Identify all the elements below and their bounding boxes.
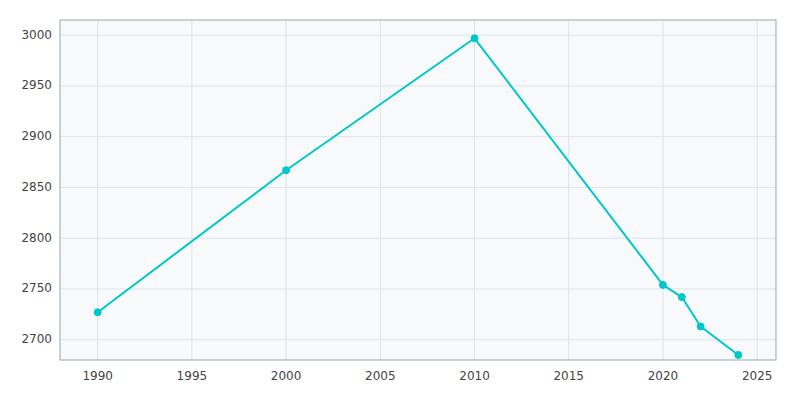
y-grid-line (60, 136, 776, 137)
grid (60, 20, 776, 360)
y-grid-line (60, 339, 776, 340)
y-tick-label: 2800 (21, 231, 52, 245)
x-tick-label: 2015 (553, 369, 584, 383)
point (94, 309, 101, 316)
point (735, 351, 742, 358)
x-grid-line (662, 20, 663, 360)
y-tick-label: 2850 (21, 180, 52, 194)
point (659, 281, 666, 288)
page: {"chart_data": {"type": "line", "x": [19… (0, 0, 800, 400)
y-tick-label: 2900 (21, 129, 52, 143)
chart-svg: 2700 2750 2800 2850 2900 2950 3000 1990 1995 2000… (0, 0, 800, 400)
x-tick-label: 2025 (742, 369, 773, 383)
x-grid-line (286, 20, 287, 360)
axes: 2700 2750 2800 2850 2900 2950 3000 1990 1995 2000… (21, 20, 776, 383)
plot-frame (60, 20, 776, 360)
y-grid-line (60, 238, 776, 239)
x-grid-line (380, 20, 381, 360)
x-tick-label: 2000 (271, 369, 302, 383)
x-tick-label: 2020 (648, 369, 679, 383)
x-grid-line (474, 20, 475, 360)
x-grid-line (757, 20, 758, 360)
plot-background (60, 20, 776, 360)
y-tick-label: 2700 (21, 332, 52, 346)
x-tick-label: 1990 (82, 369, 113, 383)
line (98, 38, 739, 355)
x-tick-label: 2005 (365, 369, 396, 383)
x-grid-line (568, 20, 569, 360)
point (471, 35, 478, 42)
y-tick-label: 2950 (21, 78, 52, 92)
x-tick-label: 2010 (459, 369, 490, 383)
y-grid-line (60, 85, 776, 86)
y-grid-line (60, 35, 776, 36)
point (283, 167, 290, 174)
y-tick-label: 3000 (21, 28, 52, 42)
point (697, 323, 704, 330)
y-grid-line (60, 187, 776, 188)
series (94, 35, 742, 359)
x-grid-line (191, 20, 192, 360)
y-tick-label: 2750 (21, 281, 52, 295)
x-tick-label: 1995 (177, 369, 208, 383)
point (678, 294, 685, 301)
chart-container: 2700 2750 2800 2850 2900 2950 3000 1990 1995 2000… (0, 0, 800, 400)
